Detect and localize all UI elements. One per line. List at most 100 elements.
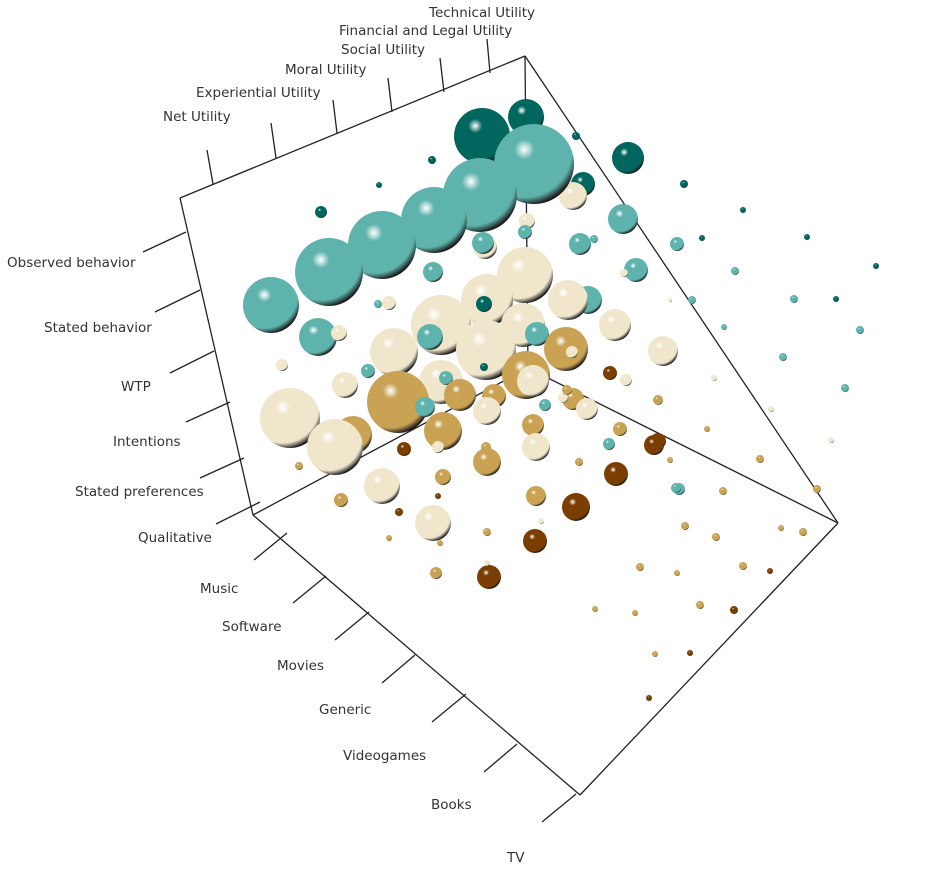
- axis-tick: [215, 501, 261, 525]
- bubble: [548, 280, 588, 320]
- axis-ticks: [142, 38, 577, 823]
- bubble: [704, 426, 710, 432]
- bubble: [361, 364, 375, 378]
- bubble: [644, 435, 664, 455]
- bubble: [613, 422, 627, 436]
- bubble: [778, 525, 784, 531]
- bubble: [523, 529, 547, 553]
- bubble: [674, 570, 680, 576]
- domain-label-videogames: Videogames: [343, 748, 426, 764]
- bubble: [608, 204, 638, 234]
- bubble: [671, 483, 681, 493]
- bubble: [696, 601, 704, 609]
- bubble: [719, 487, 727, 495]
- bubble: [566, 346, 578, 358]
- bubble: [439, 371, 453, 385]
- bubble: [424, 412, 462, 450]
- bubble: [415, 397, 435, 417]
- bubble: [538, 518, 544, 524]
- bubble: [828, 437, 834, 443]
- bubble: [370, 328, 418, 376]
- bubble: [456, 320, 516, 380]
- utility-label-experiential: Experiential Utility: [196, 85, 321, 101]
- bubble: [604, 462, 628, 486]
- bubble: [667, 457, 673, 463]
- bubble: [437, 540, 443, 546]
- bubble: [687, 650, 693, 656]
- bubble: [569, 233, 591, 255]
- bubble: [517, 365, 549, 397]
- bubble: [295, 238, 363, 306]
- bubble: [522, 414, 544, 436]
- bubble: [712, 533, 720, 541]
- bubble: [562, 493, 590, 521]
- bubble: [480, 363, 488, 371]
- bubble: [415, 505, 451, 541]
- utility-label-moral: Moral Utility: [285, 62, 366, 78]
- axis-tick: [486, 38, 491, 74]
- method-label-observed: Observed behavior: [7, 255, 136, 271]
- bubble: [790, 295, 798, 303]
- bubble: [799, 528, 807, 536]
- bubble: [519, 213, 535, 229]
- axis-tick: [334, 611, 370, 641]
- bubble: [841, 384, 849, 392]
- bubble: [525, 322, 549, 346]
- bubble: [559, 182, 587, 210]
- bubble: [731, 267, 739, 275]
- bubble: [804, 234, 810, 240]
- bubble: [417, 324, 443, 350]
- bubble: [397, 442, 411, 456]
- bubble: [624, 258, 648, 282]
- axis-tick: [431, 693, 467, 723]
- bubble: [756, 455, 764, 463]
- bubble: [856, 326, 864, 334]
- bubble: [307, 419, 363, 475]
- method-label-stated-behavior: Stated behavior: [44, 320, 152, 336]
- domain-label-books: Books: [431, 797, 472, 813]
- bubble: [681, 522, 689, 530]
- bubbles: [243, 99, 879, 701]
- bubble: [688, 296, 696, 304]
- bubble: [603, 366, 617, 380]
- bubble: [444, 379, 476, 411]
- bubble: [653, 395, 663, 405]
- bubble: [334, 493, 348, 507]
- axis-tick: [206, 149, 214, 185]
- bubble: [612, 142, 644, 174]
- axis-labels: Net Utility Experiential Utility Moral U…: [7, 5, 535, 866]
- utility-label-social: Social Utility: [341, 42, 425, 58]
- method-label-wtp: WTP: [121, 379, 151, 395]
- method-label-stated-preferences: Stated preferences: [75, 484, 204, 500]
- bubble: [367, 371, 429, 433]
- axis-tick: [270, 122, 277, 159]
- utility-label-net: Net Utility: [163, 109, 231, 125]
- bubble: [740, 207, 746, 213]
- axis-tick: [199, 457, 245, 479]
- bubble: [423, 262, 443, 282]
- bubble: [497, 247, 553, 303]
- utility-label-financial: Financial and Legal Utility: [339, 23, 512, 39]
- bubble: [833, 296, 839, 302]
- bubble: [260, 388, 320, 448]
- bubble: [668, 298, 672, 302]
- bubble: [331, 325, 347, 341]
- bubble: [648, 336, 678, 366]
- bubble: [813, 485, 821, 493]
- bubble: [315, 206, 327, 218]
- bubble: [575, 458, 583, 466]
- bubble: [767, 568, 773, 574]
- bubble: [526, 486, 546, 506]
- bubble: [592, 606, 598, 612]
- bubble: [473, 448, 501, 476]
- bubble: [386, 535, 392, 541]
- bubble: [435, 469, 451, 485]
- bubble: [873, 263, 879, 269]
- bubble: [620, 374, 632, 386]
- bubble: [395, 508, 403, 516]
- bubble: [435, 493, 441, 499]
- axis-tick: [154, 289, 201, 313]
- axis-tick: [381, 654, 416, 684]
- domain-label-music: Music: [200, 581, 238, 597]
